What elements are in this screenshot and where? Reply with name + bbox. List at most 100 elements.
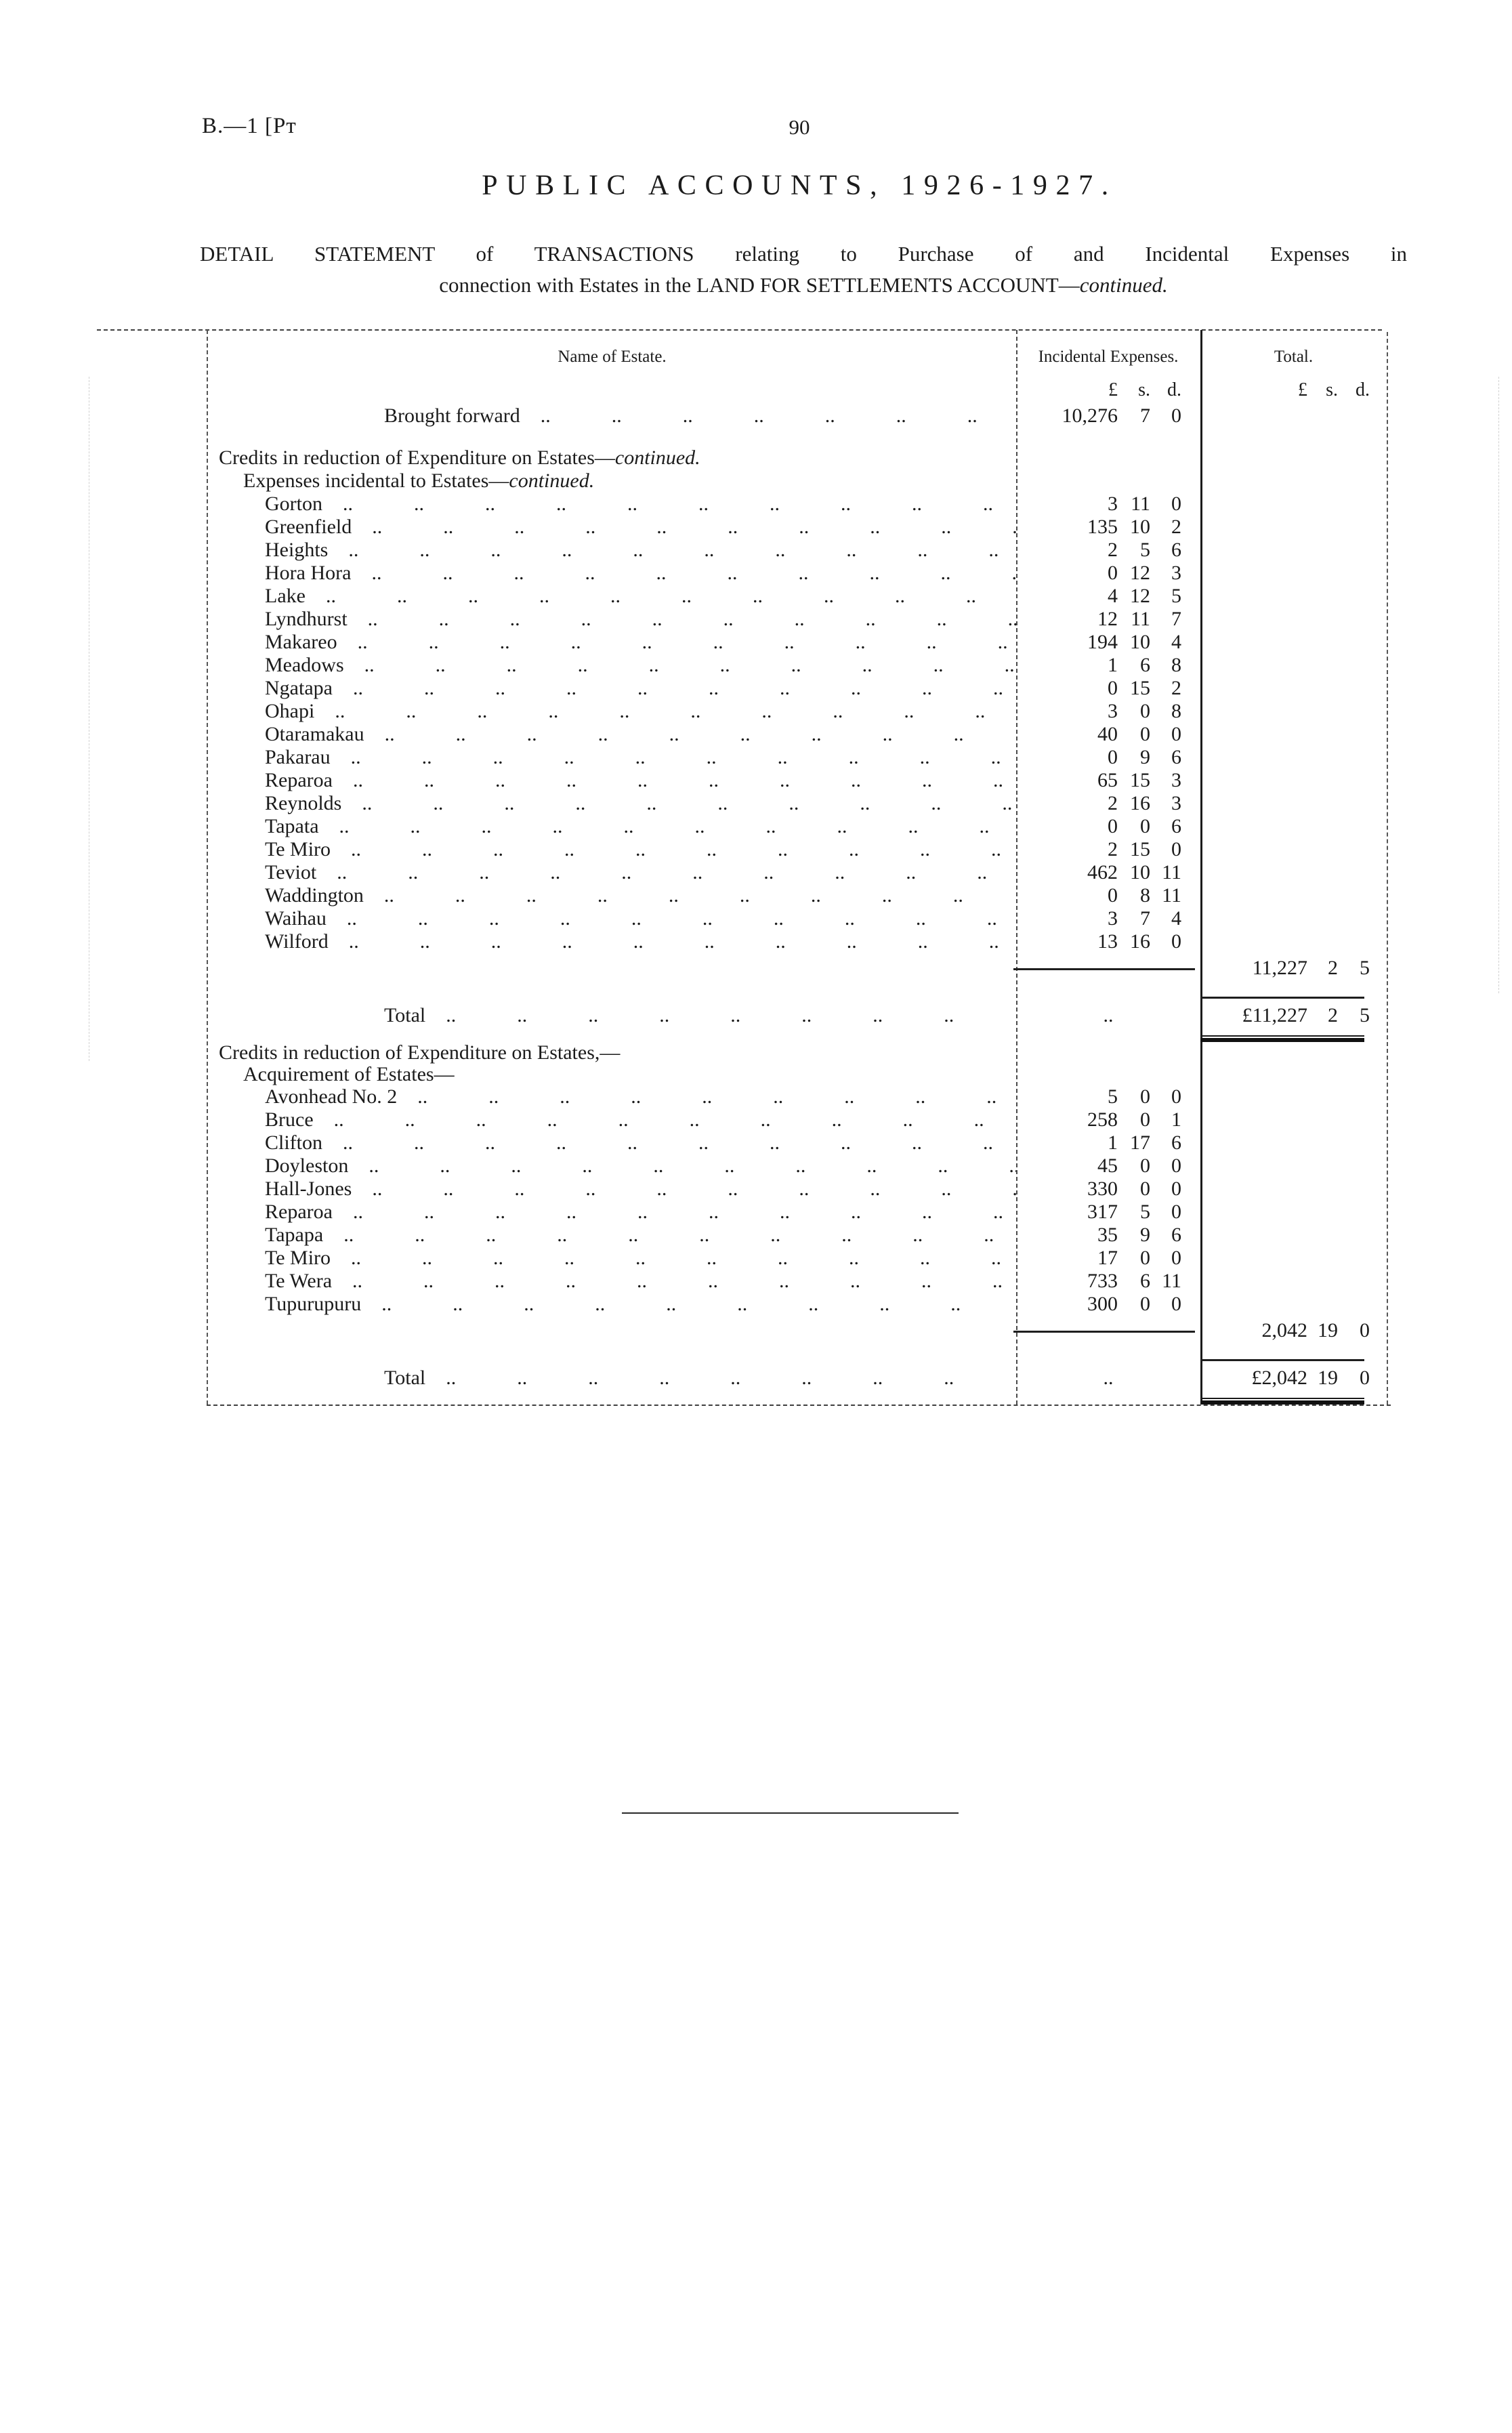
incidental-amount-cell: 13 16 0: [1016, 930, 1200, 953]
estate-row: Reynolds .. .. .. .. .. .. .. .. .. .. .…: [208, 792, 1387, 815]
incidental-amount-pounds: 45: [1097, 1155, 1118, 1177]
dot-leader: .. .. .. .. .. .. .. .. .. .. .. .. .. .…: [372, 1178, 1016, 1200]
incidental-amount-shillings: 0: [1140, 723, 1150, 745]
estate-name: Tapata: [265, 815, 319, 837]
dot-leader: .. .. .. .. .. .. .. .. .. .. .. .. .. .…: [357, 631, 1016, 653]
estate-name-cell: Meadows .. .. .. .. .. .. .. .. .. .. ..…: [208, 654, 1016, 677]
grand-total-amount-shillings: 19: [1318, 1367, 1338, 1389]
estate-row: Teviot .. .. .. .. .. .. .. .. .. .. .. …: [208, 861, 1387, 884]
dot-leader: ..: [1103, 1367, 1114, 1389]
estate-row: Doyleston .. .. .. .. .. .. .. .. .. .. …: [208, 1155, 1387, 1178]
incidental-amount-shillings: 10: [1130, 516, 1150, 538]
currency-units-cell: £ s. d.: [1016, 380, 1200, 400]
document-reference: B.—1 [Pᴛ: [202, 114, 297, 138]
grand-total-amount-shillings: 2: [1328, 1004, 1338, 1026]
estate-name: Meadows: [265, 654, 344, 676]
incidental-amount-pounds: 1: [1108, 654, 1118, 676]
subtotal-amount-pence: 0: [1360, 1319, 1370, 1342]
estate-name-cell: Hora Hora .. .. .. .. .. .. .. .. .. .. …: [208, 562, 1016, 585]
total-blank: [1200, 677, 1387, 700]
grand-total-amount-pounds: £2,042: [1251, 1367, 1308, 1389]
incidental-amount-shillings: 15: [1130, 677, 1150, 699]
estate-row: Waddington .. .. .. .. .. .. .. .. .. ..…: [208, 884, 1387, 907]
estate-name: Otaramakau: [265, 723, 364, 745]
estate-name-cell: Wilford .. .. .. .. .. .. .. .. .. .. ..…: [208, 930, 1016, 953]
estate-row: Te Miro .. .. .. .. .. .. .. .. .. .. ..…: [208, 838, 1387, 861]
dot-leader: .. .. .. .. .. .. .. .. .. .. .. .. .. .…: [333, 1108, 1016, 1131]
column-header-name-label: Name of Estate.: [558, 348, 667, 366]
incidental-amount-shillings: 0: [1140, 1155, 1150, 1177]
table-border-left: [207, 330, 208, 1405]
estate-name: Avonhead No. 2: [265, 1085, 398, 1108]
estate-name: Hall-Jones: [265, 1178, 352, 1200]
brought-forward-amount-pounds: 10,276: [1062, 404, 1118, 427]
total-blank: [1200, 1201, 1387, 1224]
incidental-amount-pounds: 17: [1097, 1247, 1118, 1269]
estate-name: Doyleston: [265, 1155, 349, 1177]
estate-name: Bruce: [265, 1108, 314, 1131]
estate-name: Tupurupuru: [265, 1293, 362, 1315]
incidental-amount-shillings: 0: [1140, 1247, 1150, 1269]
section-heading-text: Credits in reduction of Expenditure on E…: [219, 446, 615, 469]
estate-row: Te Miro .. .. .. .. .. .. .. .. .. .. ..…: [208, 1247, 1387, 1270]
total-blank: [1200, 1247, 1387, 1270]
total-incidental-cell: ..: [1016, 1367, 1200, 1390]
estate-name-cell: Ngatapa .. .. .. .. .. .. .. .. .. .. ..…: [208, 677, 1016, 700]
incidental-amount-pence: 0: [1171, 1293, 1181, 1315]
incidental-amount-pence: 0: [1171, 723, 1181, 745]
incidental-amount-pounds: 194: [1087, 631, 1118, 653]
subtotal-amount-pounds: 11,227: [1252, 957, 1307, 979]
incidental-amount-pounds: 0: [1108, 562, 1118, 584]
estate-row: Waihau .. .. .. .. .. .. .. .. .. .. .. …: [208, 907, 1387, 930]
incidental-amount-cell: 733 6 11: [1016, 1270, 1200, 1293]
estate-name: Hora Hora: [265, 562, 352, 584]
incidental-amount-cell: 330 0 0: [1016, 1178, 1200, 1201]
estate-name-cell: Hall-Jones .. .. .. .. .. .. .. .. .. ..…: [208, 1178, 1016, 1201]
incidental-amount-cell: 3 11 0: [1016, 493, 1200, 516]
incidental-amount-cell: 45 0 0: [1016, 1155, 1200, 1178]
estate-name-cell: Reynolds .. .. .. .. .. .. .. .. .. .. .…: [208, 792, 1016, 815]
subtotal-amount-cell: 11,227 2 5: [1200, 955, 1387, 982]
incidental-amount-cell: 65 15 3: [1016, 769, 1200, 792]
total-blank: [1200, 631, 1387, 654]
section-heading-continued: continued.: [614, 446, 700, 469]
estate-row: Hall-Jones .. .. .. .. .. .. .. .. .. ..…: [208, 1178, 1387, 1201]
double-rule-cell: [1200, 1035, 1387, 1042]
incidental-amount-pounds: 0: [1108, 815, 1118, 837]
incidental-amount-pence: 4: [1171, 631, 1181, 653]
column-separator-incidental-total: [1200, 330, 1202, 1405]
estate-row: Reparoa .. .. .. .. .. .. .. .. .. .. ..…: [208, 1201, 1387, 1224]
estate-name-cell: Lake .. .. .. .. .. .. .. .. .. .. .. ..…: [208, 585, 1016, 608]
total-blank: [1200, 884, 1387, 907]
incidental-amount-pence: 2: [1171, 516, 1181, 538]
incidental-amount-pence: 0: [1171, 1247, 1181, 1269]
estate-row: Tapapa .. .. .. .. .. .. .. .. .. .. .. …: [208, 1224, 1387, 1247]
incidental-amount-pence: 0: [1171, 1178, 1181, 1200]
estate-name: Greenfield: [265, 516, 352, 538]
incidental-amount-cell: 1 17 6: [1016, 1131, 1200, 1155]
rule-spacer: [1016, 1398, 1200, 1405]
incidental-amount-pence: 3: [1171, 792, 1181, 814]
scan-artifact-right: [1498, 377, 1499, 993]
grand-total-amount-pounds: £11,227: [1242, 1004, 1307, 1026]
incidental-amount-pence: 0: [1171, 1201, 1181, 1223]
incidental-amount-shillings: 16: [1130, 930, 1150, 953]
estate-row: Ohapi .. .. .. .. .. .. .. .. .. .. .. .…: [208, 700, 1387, 723]
dot-leader: .. .. .. .. .. .. .. .. .. .. .. .. .. .…: [343, 1131, 1016, 1154]
total-blank: [1200, 861, 1387, 884]
estate-name-cell: Tupurupuru .. .. .. .. .. .. .. .. .. ..…: [208, 1293, 1016, 1316]
incidental-amount-shillings: 0: [1140, 1108, 1150, 1131]
section-heading-text: Credits in reduction of Expenditure on E…: [219, 1041, 621, 1064]
estate-row: Tupurupuru .. .. .. .. .. .. .. .. .. ..…: [208, 1293, 1387, 1316]
incidental-amount-shillings: 12: [1130, 585, 1150, 607]
incidental-amount-pounds: 135: [1087, 516, 1118, 538]
incidental-amount-shillings: 9: [1140, 746, 1150, 768]
subtitle-line-2: connection with Estates in the LAND FOR …: [439, 273, 1168, 297]
total-blank: [1200, 930, 1387, 953]
dot-leader: .. .. .. .. .. .. .. .. .. .. .. .. .. .…: [381, 1293, 1016, 1315]
statement-subtitle: DETAIL STATEMENT of TRANSACTIONS relatin…: [200, 238, 1407, 301]
